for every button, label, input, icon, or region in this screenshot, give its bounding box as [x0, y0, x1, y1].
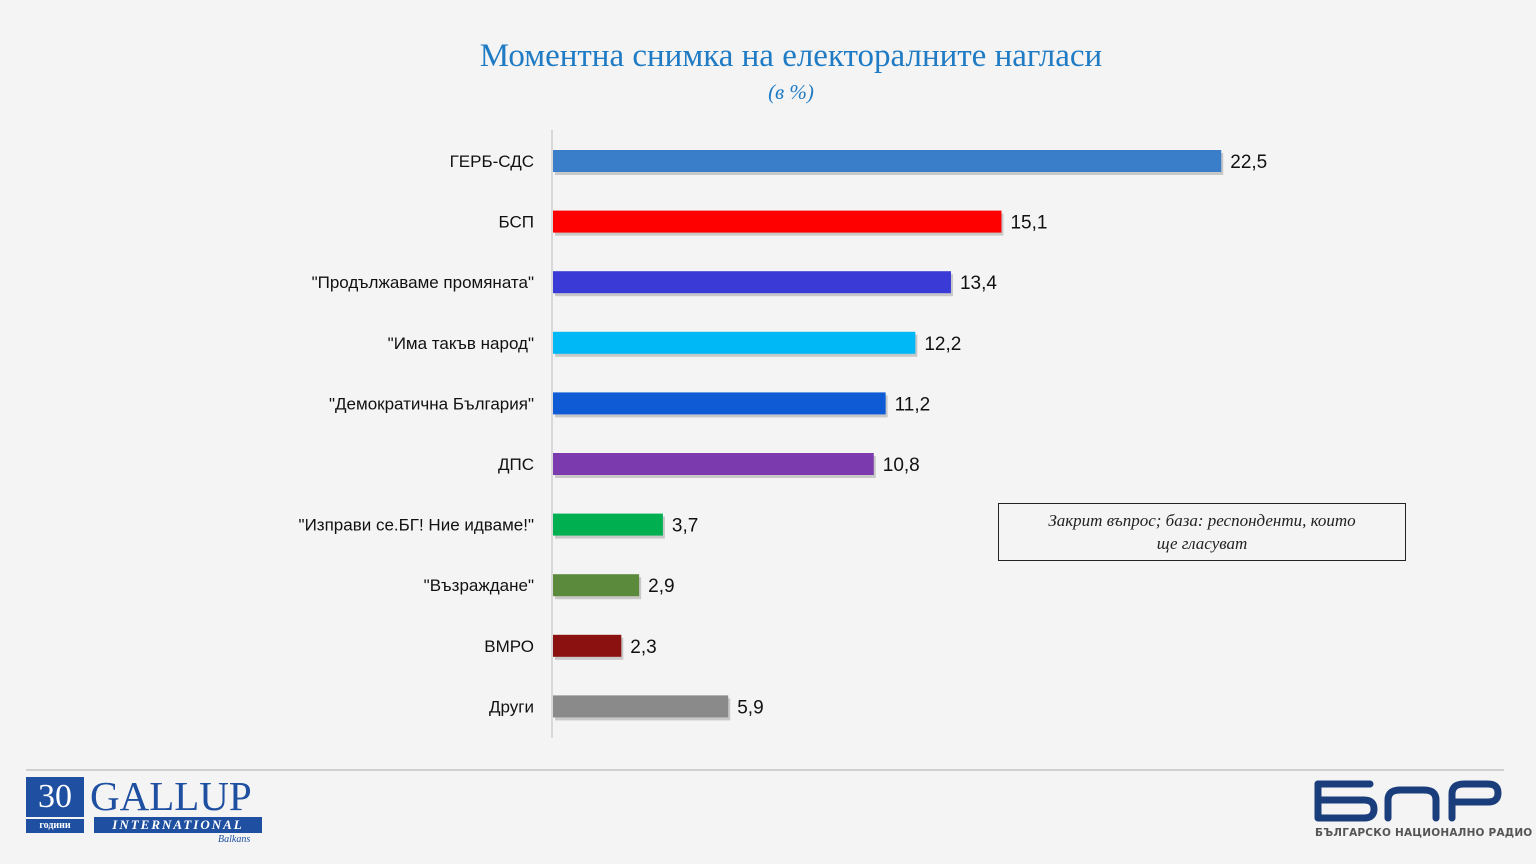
value-label: 10,8: [883, 455, 920, 476]
methodology-note: Закрит въпрос; база: респонденти, които …: [998, 503, 1406, 561]
value-label: 3,7: [672, 516, 698, 537]
category-label: "Демократична България": [329, 394, 534, 413]
bar: [553, 210, 1002, 233]
category-label: ДПС: [498, 455, 534, 474]
bnr-logo: БЪЛГАРСКО НАЦИОНАЛНО РАДИО: [1312, 778, 1533, 844]
value-label: 13,4: [960, 273, 997, 294]
category-label: "Продължаваме промяната": [312, 273, 534, 292]
bar: [553, 634, 622, 657]
gallup-years: 30: [26, 777, 84, 817]
gallup-years-word: години: [26, 819, 84, 833]
value-label: 15,1: [1010, 213, 1047, 234]
gallup-region: Balkans: [218, 834, 251, 845]
bnr-name: БЪЛГАРСКО НАЦИОНАЛНО РАДИО: [1315, 827, 1533, 839]
category-label: ВМРО: [484, 637, 534, 656]
bar: [553, 331, 916, 354]
chart-subtitle: (в %): [768, 80, 814, 104]
category-label: БСП: [499, 213, 534, 232]
bar-chart: ГЕРБ-СДС 22,5 БСП 15,1 "Продължаваме промяна…: [299, 130, 1267, 738]
bar: [553, 150, 1222, 172]
value-label: 2,9: [648, 576, 674, 597]
gallup-international: INTERNATIONAL: [94, 817, 262, 833]
bar: [553, 513, 663, 536]
value-label: 2,3: [630, 637, 656, 658]
category-label: "Възраждане": [424, 576, 534, 595]
gallup-logo: 30 години GALLUP INTERNATIONAL Balkans: [26, 773, 266, 847]
footer-divider: [26, 769, 1504, 771]
chart-title: Моментна снимка на електоралните нагласи: [479, 38, 1103, 74]
gallup-name: GALLUP: [90, 773, 252, 819]
bnr-logo-mark: [1314, 780, 1502, 822]
bar: [553, 695, 729, 718]
note-line-1: Закрит въпрос; база: респонденти, които: [1048, 511, 1356, 530]
value-label: 12,2: [924, 334, 961, 355]
value-label: 5,9: [737, 697, 763, 718]
category-label: Други: [489, 697, 534, 716]
value-label: 22,5: [1230, 152, 1267, 173]
bar: [553, 453, 874, 475]
value-label: 11,2: [895, 394, 931, 415]
bar: [553, 574, 640, 597]
category-label: "Изправи се.БГ! Ние идваме!": [299, 516, 534, 535]
bar: [553, 392, 886, 415]
note-line-2: ще гласуват: [1156, 534, 1248, 553]
bar: [553, 271, 951, 294]
category-label: ГЕРБ-СДС: [450, 152, 534, 171]
category-label: "Има такъв народ": [388, 334, 534, 353]
